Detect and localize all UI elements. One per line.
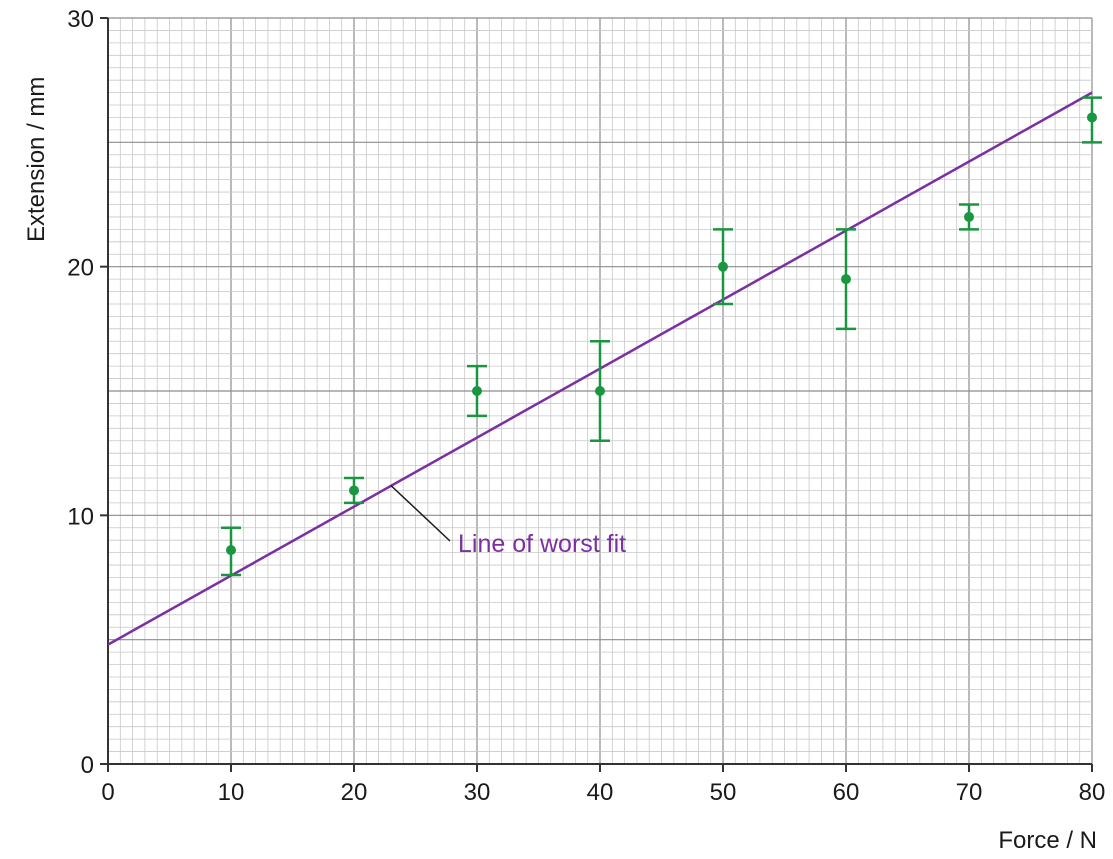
data-point-group xyxy=(836,228,856,331)
data-point xyxy=(595,386,605,396)
annotation-label: Line of worst fit xyxy=(458,530,626,558)
data-point xyxy=(349,485,359,496)
x-tick-label: 70 xyxy=(956,779,983,806)
data-point xyxy=(226,545,236,556)
x-tick-label: 80 xyxy=(1079,779,1106,806)
x-tick-label: 10 xyxy=(218,779,245,806)
data-point xyxy=(472,386,482,396)
annotation-group: Line of worst fit xyxy=(390,484,626,558)
data-point-group xyxy=(590,340,610,442)
y-tick-labels: 0 10 20 30 xyxy=(67,6,94,779)
data-point xyxy=(841,274,851,285)
y-tick-label: 0 xyxy=(81,752,94,779)
x-tick-label: 0 xyxy=(101,779,114,806)
grid xyxy=(107,17,1093,765)
data-point xyxy=(718,261,728,272)
data-point-group xyxy=(221,526,241,577)
data-point-group xyxy=(344,476,364,505)
y-axis-title: Extension / mm xyxy=(23,77,50,242)
data-point xyxy=(964,211,974,222)
annotation-leader-line xyxy=(390,484,451,542)
data-point-group xyxy=(1082,96,1102,144)
x-tick-label: 40 xyxy=(587,779,614,806)
axes xyxy=(100,17,1093,772)
x-tick-label: 20 xyxy=(341,779,368,806)
data-point-group xyxy=(959,203,979,231)
data-point xyxy=(1087,112,1097,123)
x-tick-label: 30 xyxy=(464,779,491,806)
y-tick-label: 20 xyxy=(67,255,94,282)
x-tick-label: 60 xyxy=(833,779,860,806)
x-axis-title: Force / N xyxy=(998,827,1097,854)
y-tick-label: 10 xyxy=(67,503,94,530)
data-point-group xyxy=(467,364,487,418)
data-point-group xyxy=(713,228,733,306)
y-tick-label: 30 xyxy=(67,6,94,33)
x-tick-labels: 0 10 20 30 40 50 60 70 80 xyxy=(101,779,1105,806)
x-tick-label: 50 xyxy=(710,779,737,806)
data-points xyxy=(221,96,1102,577)
